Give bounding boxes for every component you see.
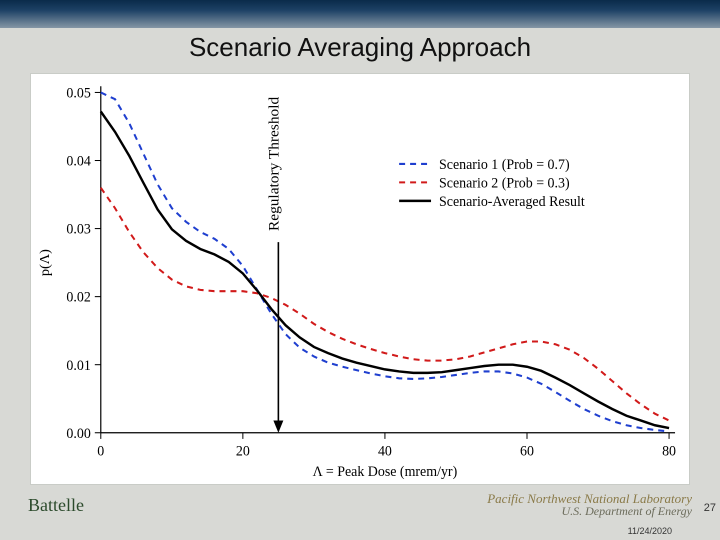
- svg-text:80: 80: [662, 443, 676, 459]
- slide-title: Scenario Averaging Approach: [0, 28, 720, 65]
- doe-text: U.S. Department of Energy: [487, 505, 692, 518]
- chart-svg: 0 20 40 60 80 0.00 0.01 0.02 0.03 0.04 0.05 Λ = Pea…: [31, 74, 689, 484]
- footer: Battelle Pacific Northwest National Labo…: [0, 484, 720, 540]
- svg-text:p(Λ): p(Λ): [37, 249, 53, 276]
- date-stamp: 11/24/2020: [628, 526, 672, 536]
- svg-text:0.00: 0.00: [66, 426, 90, 442]
- svg-text:0.01: 0.01: [66, 358, 90, 374]
- battelle-logo: Battelle: [28, 495, 84, 516]
- chart-container: 0 20 40 60 80 0.00 0.01 0.02 0.03 0.04 0.05 Λ = Pea…: [30, 73, 690, 485]
- svg-text:40: 40: [378, 443, 392, 459]
- svg-text:Regulatory Threshold: Regulatory Threshold: [266, 96, 283, 231]
- svg-text:0: 0: [97, 443, 104, 459]
- svg-text:0.03: 0.03: [66, 222, 90, 238]
- svg-text:Scenario 2 (Prob = 0.3): Scenario 2 (Prob = 0.3): [439, 175, 570, 191]
- svg-text:60: 60: [520, 443, 534, 459]
- pnnl-text: Pacific Northwest National Laboratory: [487, 492, 692, 506]
- svg-text:0.02: 0.02: [66, 290, 90, 306]
- pnnl-logos: Pacific Northwest National Laboratory U.…: [487, 492, 692, 518]
- svg-text:0.04: 0.04: [66, 153, 90, 169]
- page-number: 27: [704, 502, 716, 514]
- svg-text:Scenario-Averaged Result: Scenario-Averaged Result: [439, 194, 585, 210]
- svg-text:Scenario 1 (Prob = 0.7): Scenario 1 (Prob = 0.7): [439, 157, 570, 173]
- svg-text:Λ = Peak Dose (mrem/yr): Λ = Peak Dose (mrem/yr): [313, 464, 458, 480]
- svg-text:0.05: 0.05: [66, 85, 90, 101]
- svg-text:20: 20: [236, 443, 250, 459]
